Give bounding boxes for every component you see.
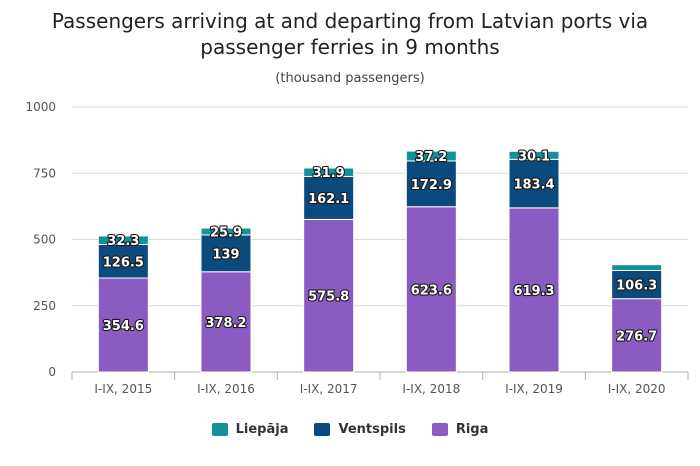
legend-label: Liepāja	[235, 422, 289, 437]
bar-liep-ja-3	[405, 150, 457, 162]
bar-liep-ja-5	[611, 264, 663, 272]
bar-riga-5	[611, 298, 663, 373]
data-label-ventspils-5: 106.3	[616, 279, 657, 294]
y-tick-label-750: 750	[33, 166, 56, 180]
data-label-riga-5: 276.7	[616, 329, 657, 344]
bar-liep-ja-4	[508, 150, 560, 160]
data-label-liep-ja-3: 37.2	[415, 150, 447, 165]
data-label-ventspils-2: 162.1	[308, 192, 349, 207]
legend-item-liep-ja[interactable]: Liepāja	[211, 422, 289, 437]
data-label-liep-ja-0: 32.3	[107, 234, 139, 249]
y-tick-label-500: 500	[33, 233, 56, 247]
data-label-riga-2: 575.8	[308, 290, 349, 305]
data-label-ventspils-0: 126.5	[103, 255, 144, 270]
data-label-riga-0: 354.6	[103, 319, 144, 334]
x-tick-label-2: I-IX, 2017	[300, 382, 358, 396]
y-tick-label-250: 250	[33, 299, 56, 313]
x-tick-label-1: I-IX, 2016	[197, 382, 255, 396]
bar-riga-2	[303, 218, 355, 373]
data-label-liep-ja-2: 31.9	[313, 166, 345, 181]
data-label-riga-3: 623.6	[411, 283, 452, 298]
x-tick-label-5: I-IX, 2020	[608, 382, 666, 396]
data-label-ventspils-3: 172.9	[411, 178, 452, 193]
legend-swatch	[314, 423, 331, 436]
bar-ventspils-3	[405, 160, 457, 208]
y-tick-label-0: 0	[48, 365, 56, 379]
bar-liep-ja-2	[303, 167, 355, 177]
bar-liep-ja-1	[200, 227, 252, 236]
legend-label: Ventspils	[338, 422, 406, 437]
bar-ventspils-1	[200, 234, 252, 273]
data-label-riga-4: 619.3	[513, 284, 554, 299]
legend-swatch	[211, 423, 228, 436]
data-label-ventspils-4: 183.4	[513, 178, 554, 193]
x-tick-label-0: I-IX, 2015	[94, 382, 152, 396]
bar-riga-1	[200, 271, 252, 373]
bar-ventspils-5	[611, 270, 663, 300]
bar-riga-4	[508, 207, 560, 373]
x-tick-label-4: I-IX, 2019	[505, 382, 563, 396]
legend-swatch	[431, 423, 448, 436]
data-label-riga-1: 378.2	[205, 316, 246, 331]
legend-item-ventspils[interactable]: Ventspils	[314, 422, 406, 437]
chart-title: Passengers arriving at and departing fro…	[51, 9, 649, 59]
legend-label: Riga	[455, 422, 489, 437]
legend-item-riga[interactable]: Riga	[431, 422, 489, 437]
bar-liep-ja-0	[97, 235, 149, 246]
chart-subtitle: (thousand passengers)	[275, 71, 425, 86]
data-label-ventspils-1: 139	[212, 247, 239, 262]
data-label-liep-ja-1: 25.9	[210, 226, 242, 241]
data-label-liep-ja-4: 30.1	[518, 149, 550, 164]
x-tick-label-3: I-IX, 2018	[402, 382, 460, 396]
bar-riga-3	[405, 206, 457, 373]
y-tick-label-1000: 1000	[25, 100, 56, 114]
chart-legend: Liepāja Ventspils Riga	[0, 422, 700, 437]
